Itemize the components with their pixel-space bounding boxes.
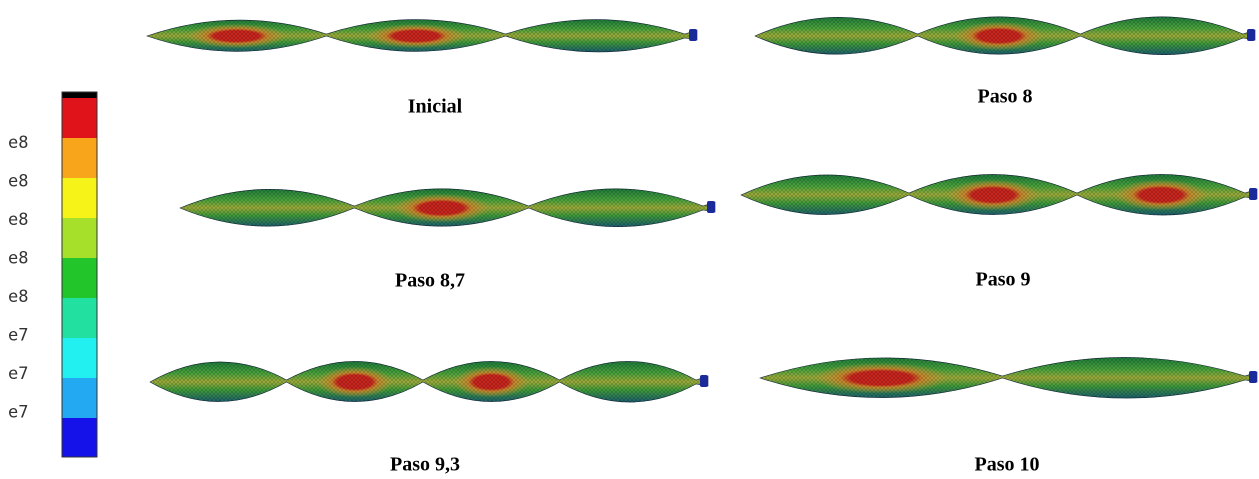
panel-caption: Paso 10 bbox=[975, 454, 1040, 476]
legend-label: e8 bbox=[8, 172, 28, 192]
legend-swatch bbox=[62, 138, 97, 178]
panel-caption: Inicial bbox=[408, 96, 463, 118]
figure: e8 e8 e8 e8 e8 e7 e7 e7 Inicial Paso 8 Paso 8,7 Pas… bbox=[0, 0, 1259, 479]
legend-swatch bbox=[62, 218, 97, 258]
panel-caption: Paso 9 bbox=[976, 269, 1031, 291]
mesh-overlay bbox=[147, 20, 697, 52]
legend-swatch bbox=[62, 418, 97, 457]
panel: Paso 9,3 bbox=[150, 361, 708, 475]
legend-label: e7 bbox=[8, 364, 28, 384]
panel: Paso 9 bbox=[741, 174, 1257, 290]
legend-label: e8 bbox=[8, 249, 28, 269]
legend-swatch bbox=[62, 92, 97, 98]
mesh-overlay bbox=[755, 17, 1255, 55]
panel-caption: Paso 8 bbox=[978, 86, 1033, 108]
panel-caption: Paso 9,3 bbox=[390, 454, 460, 476]
legend-label: e7 bbox=[8, 326, 28, 346]
blade-tip bbox=[689, 29, 697, 41]
legend-swatch bbox=[62, 378, 97, 418]
legend-swatch bbox=[62, 298, 97, 338]
mesh-overlay bbox=[760, 357, 1257, 398]
mesh-overlay bbox=[180, 189, 715, 227]
legend-label: e8 bbox=[8, 210, 28, 230]
color-legend bbox=[62, 92, 97, 457]
blade-tip bbox=[1249, 371, 1257, 383]
legend-swatch bbox=[62, 98, 97, 138]
mesh-overlay bbox=[741, 174, 1257, 215]
panel: Inicial bbox=[147, 20, 697, 118]
blade-tip bbox=[707, 201, 715, 213]
panel: Paso 10 bbox=[760, 357, 1257, 475]
blade-tip bbox=[700, 375, 708, 387]
legend-swatch bbox=[62, 258, 97, 298]
panel: Paso 8,7 bbox=[180, 189, 715, 292]
panel-caption: Paso 8,7 bbox=[395, 270, 465, 292]
legend-label: e8 bbox=[8, 287, 28, 307]
mesh-overlay bbox=[150, 361, 708, 402]
panel: Paso 8 bbox=[755, 17, 1255, 108]
legend-swatch bbox=[62, 178, 97, 218]
blade-tip bbox=[1249, 188, 1257, 200]
blade-tip bbox=[1247, 29, 1255, 41]
legend-label: e8 bbox=[8, 133, 28, 153]
legend-swatch bbox=[62, 338, 97, 378]
legend-label: e7 bbox=[8, 403, 28, 423]
